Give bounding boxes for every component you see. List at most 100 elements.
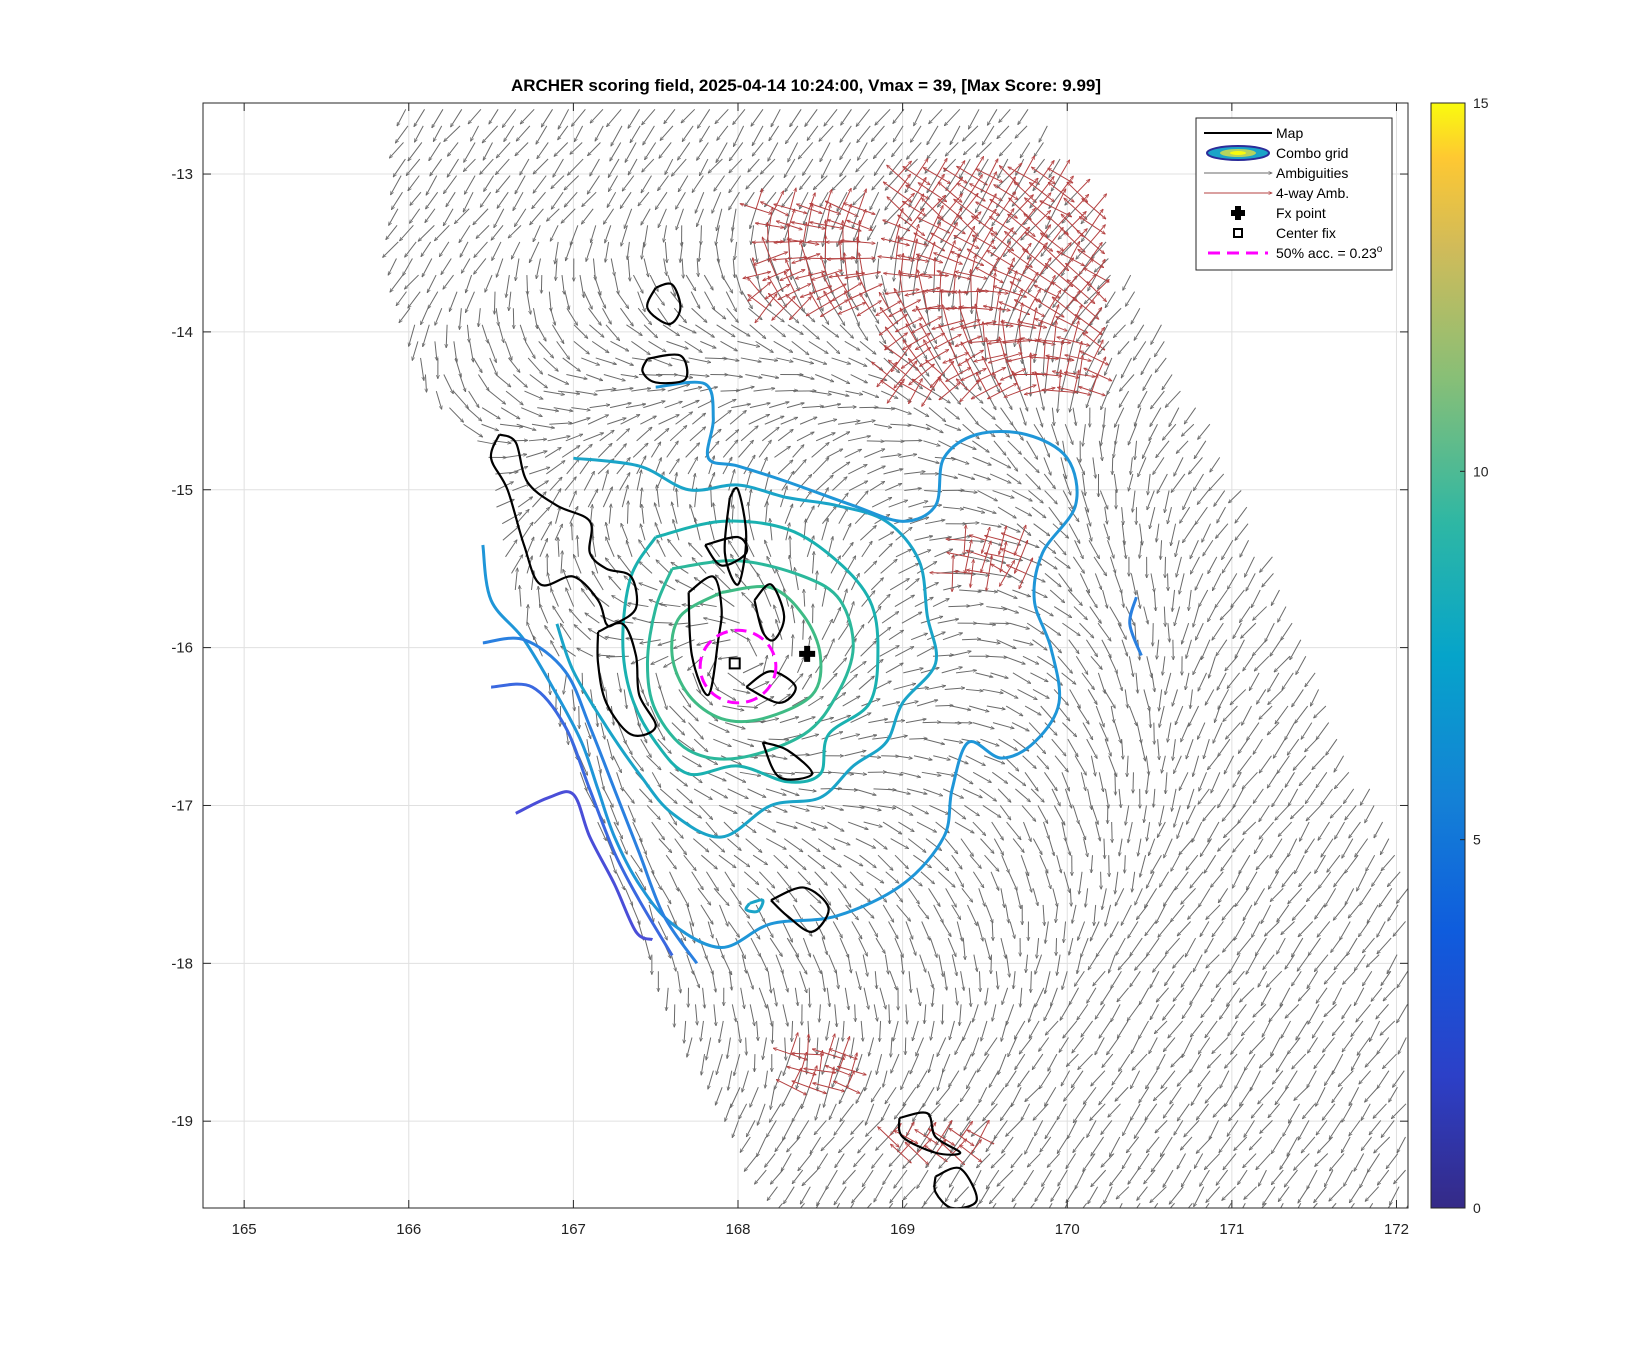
colorbar-tick-label: 0 <box>1473 1200 1481 1216</box>
ambiguity-arrow <box>963 125 979 141</box>
ambiguity-arrow <box>697 142 709 160</box>
ambiguity-arrow <box>914 109 923 125</box>
ambiguity-arrow <box>447 158 459 177</box>
ambiguity-arrow <box>771 109 781 126</box>
ambiguity-arrow <box>979 158 989 175</box>
four-way-arrow <box>971 157 984 176</box>
legend-label: Center fix <box>1276 225 1336 241</box>
four-way-arrow <box>994 185 1007 193</box>
four-way-arrow <box>1055 189 1066 209</box>
four-way-arrow <box>898 193 914 210</box>
x-tick-label: 166 <box>396 1221 421 1238</box>
four-way-arrow <box>970 184 987 193</box>
four-way-arrow <box>1031 167 1044 177</box>
four-way-arrow <box>1048 182 1062 193</box>
ambiguity-arrow <box>570 142 583 154</box>
ambiguity-arrow <box>945 142 959 156</box>
four-way-arrow <box>858 189 866 209</box>
ambiguity-arrow <box>999 108 1011 122</box>
legend-label: Combo grid <box>1276 145 1348 161</box>
four-way-arrow <box>797 204 810 210</box>
four-way-arrow <box>825 201 842 210</box>
ambiguity-arrow <box>937 191 951 207</box>
ambiguity-arrow <box>496 142 511 157</box>
ambiguity-arrow <box>1049 191 1062 208</box>
x-tick-label: 169 <box>890 1221 915 1238</box>
ambiguity-arrow <box>712 191 722 213</box>
ambiguity-arrow <box>697 109 711 128</box>
ambiguity-arrow <box>909 191 918 207</box>
ambiguity-arrow <box>920 191 933 210</box>
ambiguity-arrow <box>414 125 424 142</box>
ambiguity-arrow <box>754 1054 755 1072</box>
ambiguity-arrow <box>395 125 409 143</box>
ambiguity-arrow <box>480 158 494 174</box>
ambiguity-arrow <box>496 175 511 193</box>
ambiguity-arrow <box>999 142 1013 155</box>
ambiguity-arrow <box>426 175 438 196</box>
ambiguity-arrow <box>853 191 866 205</box>
ambiguity-arrow <box>464 142 476 162</box>
ambiguity-arrow <box>840 142 851 159</box>
legend: Map Combo grid Ambiguities 4-way Amb. Fx poi… <box>1195 117 1393 271</box>
ambiguity-arrow <box>607 108 622 126</box>
ambiguity-arrow <box>960 175 973 195</box>
ambiguity-arrow <box>976 142 992 157</box>
legend-label: 50% acc. = 0.23o <box>1276 244 1383 261</box>
ambiguity-arrow <box>820 142 831 161</box>
four-way-arrow <box>932 191 946 202</box>
four-way-arrow <box>957 166 973 177</box>
y-tick-label: -16 <box>171 640 193 657</box>
colorbar: 0 5 10 15 <box>1430 95 1489 1216</box>
ambiguity-arrow <box>748 158 760 172</box>
ambiguity-arrow <box>664 109 676 123</box>
ambiguity-arrow <box>981 175 990 193</box>
ambiguity-arrow <box>893 109 905 123</box>
four-way-arrow <box>914 208 926 216</box>
ambiguity-arrow <box>841 109 852 125</box>
four-way-arrow <box>774 208 789 216</box>
ambiguity-arrow <box>769 125 780 141</box>
four-way-arrow <box>755 189 762 209</box>
ambiguity-arrow <box>435 224 450 240</box>
ambiguity-arrow <box>800 175 811 190</box>
ambiguity-arrow <box>760 158 776 174</box>
ambiguity-arrow <box>695 192 705 213</box>
ambiguity-arrow <box>587 175 600 194</box>
ambiguity-arrow <box>819 208 826 228</box>
ambiguity-arrow <box>866 441 884 442</box>
four-way-arrow <box>999 166 1010 176</box>
four-way-arrow <box>1019 195 1033 210</box>
four-way-arrow <box>1093 194 1107 210</box>
four-way-arrow <box>976 202 988 210</box>
ambiguity-arrow <box>414 109 425 126</box>
ambiguity-arrow <box>1051 175 1061 192</box>
ambiguity-arrow <box>840 125 852 142</box>
y-tick-label: -19 <box>171 1113 193 1130</box>
four-way-arrow <box>913 194 923 210</box>
ambiguity-arrow <box>483 142 493 160</box>
ambiguity-arrow <box>857 125 871 143</box>
four-way-arrow <box>971 270 972 292</box>
ambiguity-arrow <box>386 225 398 239</box>
ambiguity-arrow <box>588 142 601 155</box>
ambiguity-arrow <box>502 109 517 127</box>
four-way-arrow <box>920 275 935 276</box>
ambiguity-arrow <box>746 175 759 189</box>
ambiguity-arrow <box>1065 191 1078 205</box>
four-way-arrow <box>859 208 875 215</box>
ambiguity-arrow <box>856 109 871 126</box>
ambiguity-arrow <box>682 125 694 142</box>
four-way-arrow <box>957 183 972 193</box>
x-tick-label: 168 <box>725 1221 750 1238</box>
ambiguity-arrow <box>582 191 597 206</box>
colorbar-tick-label: 15 <box>1473 95 1489 111</box>
four-way-arrow <box>943 168 956 177</box>
four-way-arrow <box>976 169 990 177</box>
four-way-arrow <box>1043 175 1056 184</box>
ambiguity-arrow <box>430 158 443 176</box>
ambiguity-arrow <box>645 142 657 159</box>
four-way-arrow <box>740 204 757 210</box>
ambiguity-arrow <box>872 175 885 190</box>
